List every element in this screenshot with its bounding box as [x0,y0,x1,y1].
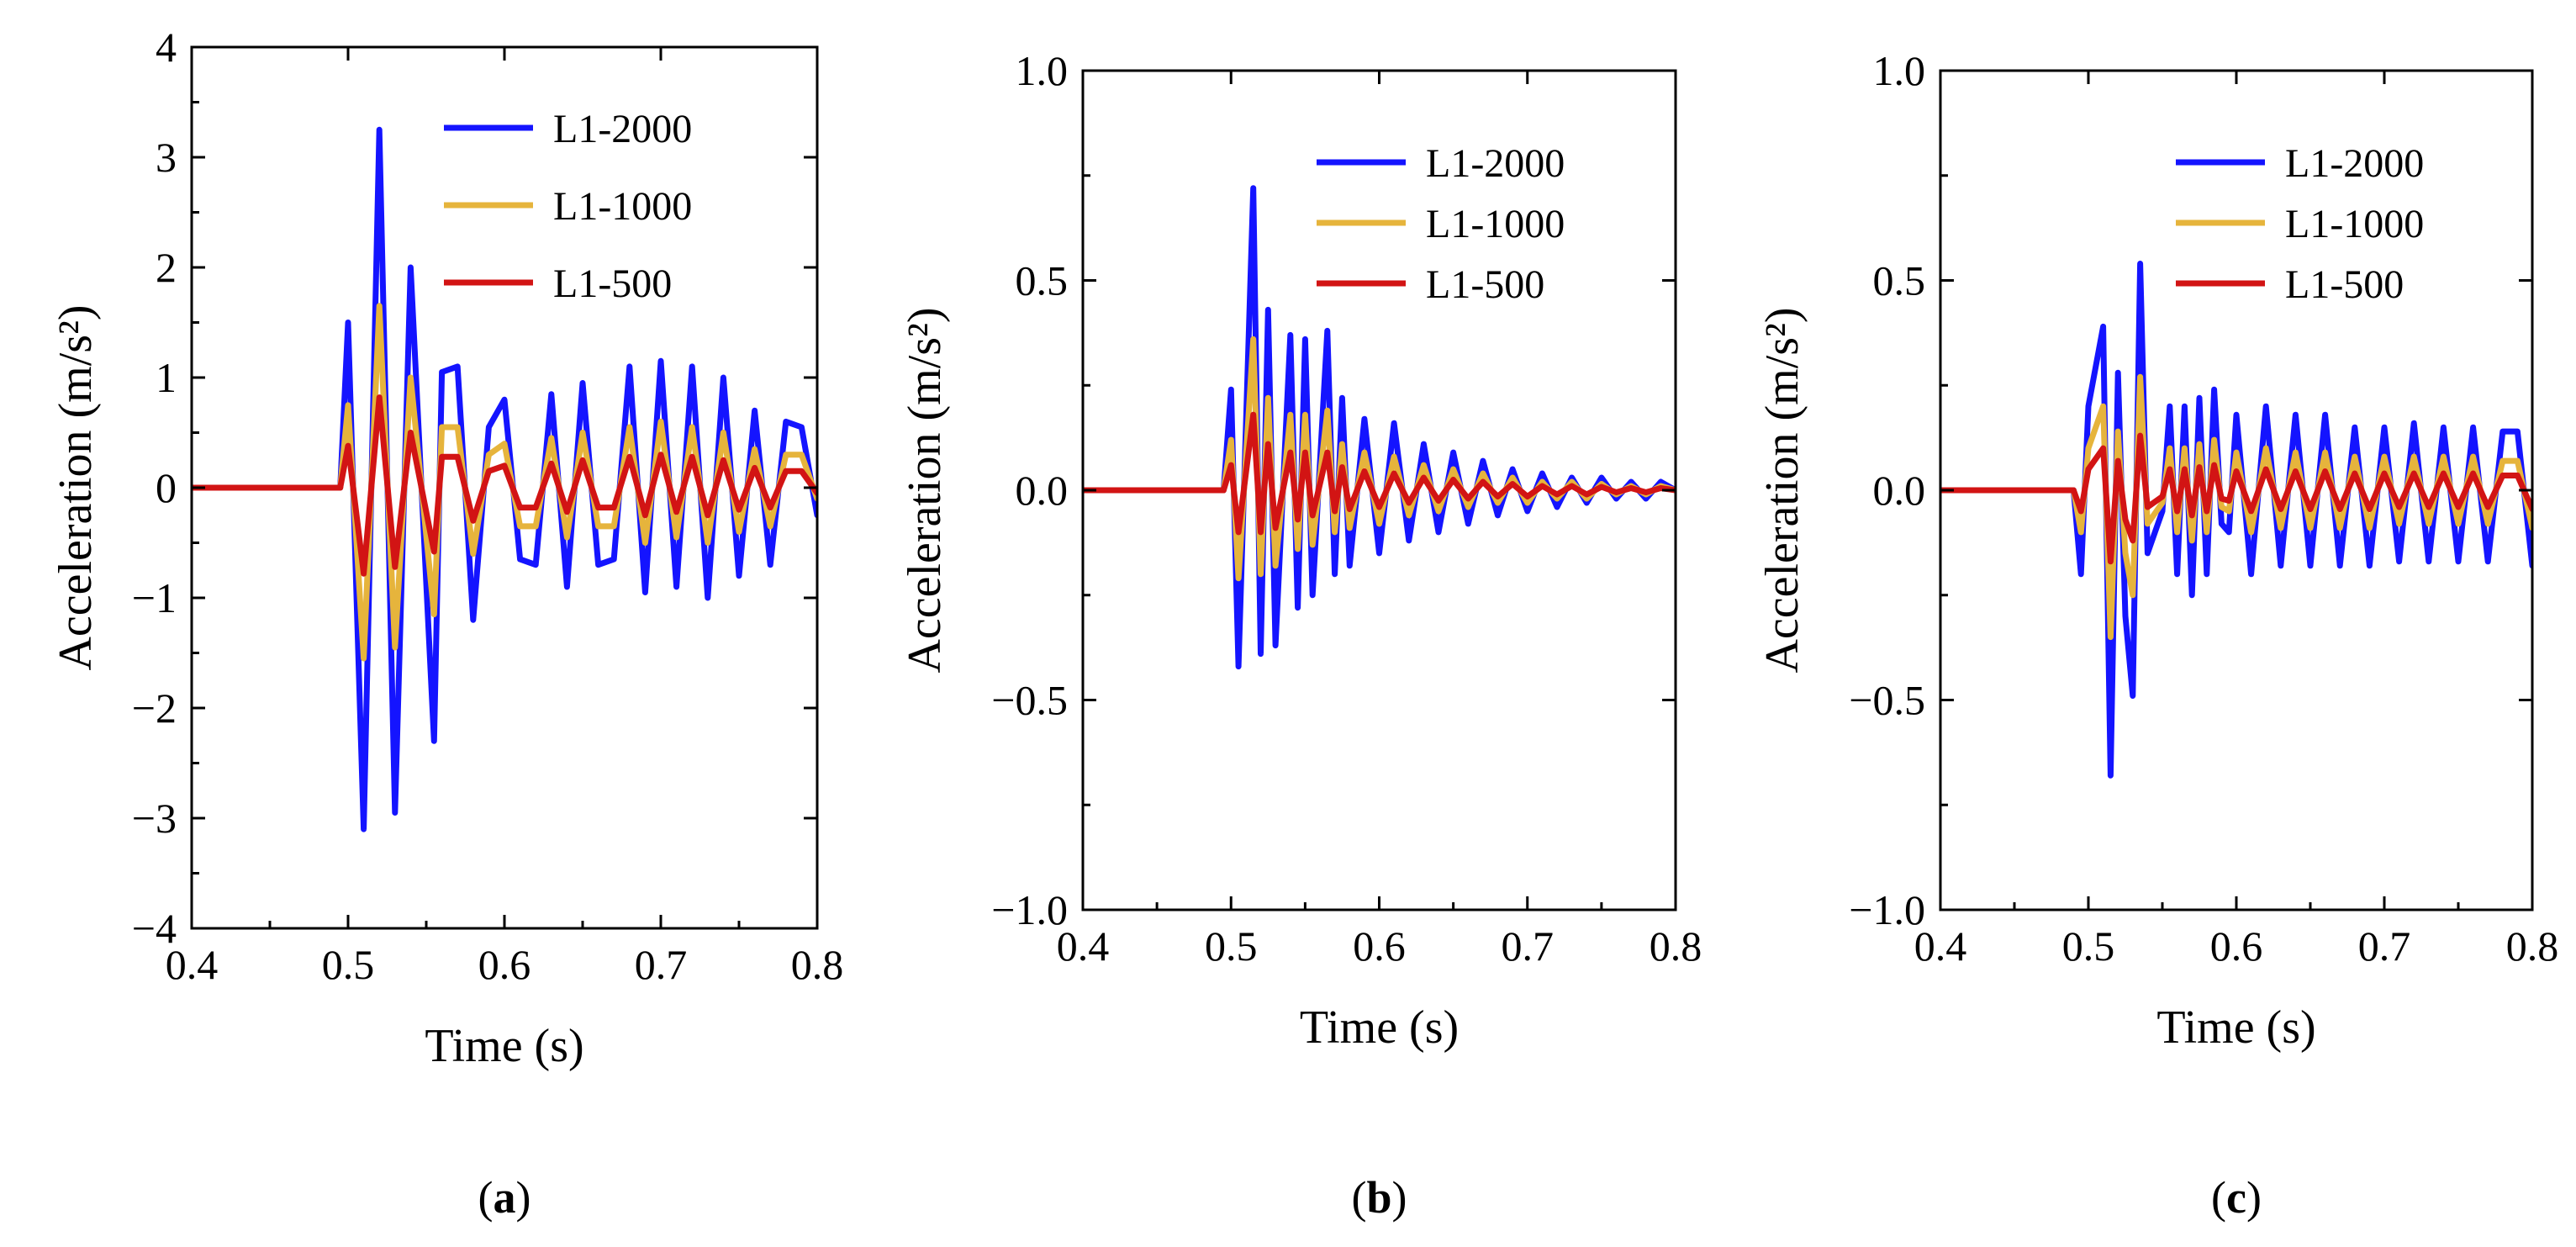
y-tick-label: 1 [156,354,177,401]
legend-label: L1-2000 [2285,141,2424,186]
x-tick-label: 0.6 [478,941,531,988]
y-tick-label: 2 [156,244,177,291]
y-axis-title: Acceleration (m/s²) [1756,307,1808,673]
x-axis-title: Time (s) [425,1020,583,1072]
x-tick-label: 0.4 [1057,922,1110,970]
legend-label: L1-2000 [553,107,692,151]
legend-label: L1-1000 [2285,202,2424,246]
y-tick-label: −2 [132,684,177,732]
legend: L1-2000 L1-1000 L1-500 [1317,141,1565,307]
y-tick-label: 0.5 [1016,257,1069,304]
legend-label: L1-500 [553,262,672,306]
x-tick-label: 0.5 [2062,922,2115,970]
chart-panel-c: 0.4 0.5 0.6 0.7 0.8 −1.0 −0.5 0.0 0.5 1.0 Time (s)… [1756,47,2558,1223]
series-line-l1-2000 [192,126,817,832]
series-line-l1-500 [1083,411,1676,536]
y-tick-label: 0 [156,464,177,511]
y-axis-title: Acceleration (m/s²) [50,304,102,670]
x-tick-label: 0.6 [2210,922,2263,970]
legend-label: L1-500 [1426,262,1544,307]
panel-label: (c) [2211,1172,2262,1223]
y-tick-label: −4 [132,905,177,952]
panel-label: (b) [1351,1172,1407,1223]
x-tick-label: 0.7 [635,941,688,988]
x-tick-label: 0.7 [1502,922,1555,970]
y-tick-label: 1.0 [1016,47,1069,94]
legend-label: L1-500 [2285,262,2404,307]
x-tick-label: 0.5 [1205,922,1258,970]
series-line-l1-2000 [1083,185,1676,670]
legend-label: L1-1000 [553,184,692,229]
x-tick-label: 0.6 [1353,922,1406,970]
x-tick-label: 0.4 [166,941,219,988]
legend: L1-2000 L1-1000 L1-500 [2176,141,2424,307]
y-tick-label: −0.5 [1849,677,1925,724]
legend-label: L1-1000 [1426,202,1565,246]
panel-label: (a) [478,1172,531,1223]
y-tick-label: −0.5 [991,677,1068,724]
series-line-l1-500 [192,394,817,577]
series-line-l1-1000 [192,303,817,662]
y-tick-label: 1.0 [1873,47,1926,94]
series-line-l1-2000 [1940,261,2532,779]
y-tick-label: 0.0 [1873,467,1926,514]
y-tick-label: 3 [156,134,177,181]
x-tick-label: 0.8 [791,941,844,988]
y-tick-label: −3 [132,795,177,842]
y-tick-label: 0.0 [1016,467,1069,514]
chart-panel-b: 0.4 0.5 0.6 0.7 0.8 −1.0 −0.5 0.0 0.5 1.0 Time (s)… [899,47,1702,1223]
y-tick-label: 0.5 [1873,257,1926,304]
y-tick-label: −1.0 [1849,886,1925,933]
y-tick-label: 4 [156,24,177,71]
y-axis-title: Acceleration (m/s²) [899,307,951,673]
series-line-l1-500 [1940,432,2532,565]
x-axis-title: Time (s) [1300,1001,1459,1054]
x-tick-label: 0.7 [2358,922,2411,970]
x-axis-title: Time (s) [2156,1001,2315,1054]
x-tick-label: 0.5 [322,941,375,988]
legend-label: L1-2000 [1426,141,1565,186]
chart-panel-a: 0.4 0.5 0.6 0.7 0.8 −4 −3 −2 −1 0 1 2 3 4 Time (s) Acce… [50,24,843,1223]
x-tick-label: 0.8 [2506,922,2559,970]
y-tick-label: −1 [132,574,177,621]
x-tick-label: 0.8 [1650,922,1702,970]
legend: L1-2000 L1-1000 L1-500 [444,107,692,306]
x-tick-label: 0.4 [1914,922,1967,970]
y-tick-label: −1.0 [991,886,1068,933]
